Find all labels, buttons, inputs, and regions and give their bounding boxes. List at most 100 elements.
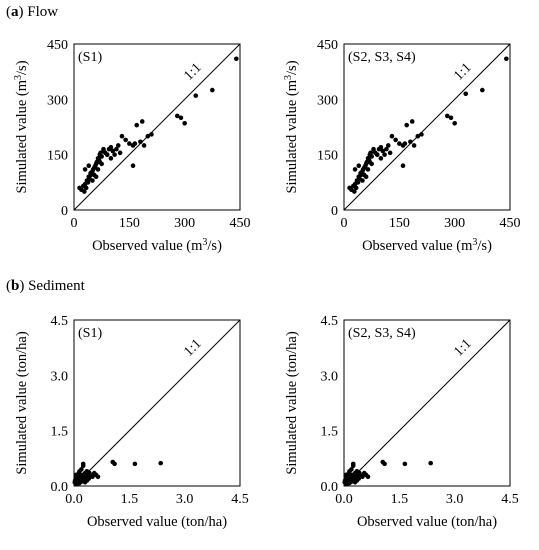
data-point xyxy=(409,119,415,124)
x-axis-title: Observed value (ton/ha) xyxy=(357,514,497,530)
x-tick-label: 150 xyxy=(389,216,410,231)
one-to-one-line xyxy=(73,319,241,487)
x-tick-label: 0 xyxy=(341,216,348,231)
scenario-label: (S1) xyxy=(78,326,102,341)
data-point xyxy=(360,178,365,183)
data-point xyxy=(428,460,433,466)
x-tick-label: 4.5 xyxy=(501,492,519,507)
x-axis-title: Observed value (m3/s) xyxy=(362,237,492,255)
x-tick-label: 0 xyxy=(71,216,78,231)
data-point xyxy=(350,461,356,467)
x-tick-label: 0.0 xyxy=(65,492,83,507)
data-point xyxy=(77,475,82,481)
data-point xyxy=(139,119,145,124)
flow-s1-scatter-chart: 1:1 (S1) 00 150 150 300 300 450 450 Observed valu… xyxy=(13,38,251,255)
x-tick-label: 300 xyxy=(174,216,195,231)
data-point xyxy=(415,133,421,139)
data-point xyxy=(82,167,88,172)
section-name: Flow xyxy=(27,4,59,20)
data-point xyxy=(99,154,104,159)
data-point xyxy=(400,163,406,169)
x-tick-label: 450 xyxy=(500,216,521,231)
scenario-label: (S1) xyxy=(78,50,102,65)
data-point xyxy=(356,163,362,169)
y-tick-label: 450 xyxy=(317,38,338,53)
y-tick-label: 150 xyxy=(47,149,68,164)
data-point xyxy=(349,479,354,484)
data-point xyxy=(174,113,180,119)
data-point xyxy=(83,185,89,191)
data-point xyxy=(361,172,367,178)
plot-frame xyxy=(73,319,241,487)
sediment-s1-scatter-chart: 1:1 (S1) 0.00.0 1.5 1.5 3.0 3.0 4.5 4.5 Observed … xyxy=(14,314,249,530)
data-point xyxy=(353,185,359,191)
one-to-one-label: 1:1 xyxy=(451,336,474,359)
data-point xyxy=(108,144,114,150)
y-tick-label: 4.5 xyxy=(51,314,69,329)
data-point xyxy=(108,156,114,161)
section-name: Sediment xyxy=(28,278,85,294)
data-point xyxy=(130,163,136,169)
y-tick-label: 3.0 xyxy=(51,369,69,384)
data-point xyxy=(378,156,384,161)
one-to-one-label: 1:1 xyxy=(181,336,204,359)
data-point xyxy=(90,178,95,183)
data-point xyxy=(74,481,80,487)
x-tick-label: 4.5 xyxy=(231,492,249,507)
data-point xyxy=(86,163,92,169)
x-tick-label: 450 xyxy=(230,216,251,231)
data-point xyxy=(210,87,215,93)
section-title-sediment: (b) Sediment xyxy=(6,278,85,294)
data-point xyxy=(480,87,485,93)
y-axis-title: Simulated value (m3/s) xyxy=(283,60,301,193)
data-point xyxy=(119,133,125,139)
section-title-flow: (a) Flow xyxy=(6,4,59,20)
data-point xyxy=(193,93,199,98)
data-point xyxy=(374,152,380,157)
data-point xyxy=(343,472,349,478)
scenario-label: (S2, S3, S4) xyxy=(348,326,416,341)
data-point xyxy=(382,461,387,467)
data-point xyxy=(79,467,84,472)
x-tick-label: 150 xyxy=(119,216,140,231)
data-point xyxy=(365,167,371,172)
data-point xyxy=(101,146,106,152)
y-tick-label: 0.0 xyxy=(321,480,339,495)
section-letter: a xyxy=(11,4,19,20)
y-axis-title: Simulated value (ton/ha) xyxy=(284,331,300,475)
data-point xyxy=(387,150,393,156)
data-point xyxy=(371,146,376,152)
data-point xyxy=(138,139,143,145)
data-point xyxy=(349,467,354,472)
data-point xyxy=(365,474,371,480)
data-point xyxy=(463,91,469,97)
plot-frame xyxy=(343,43,511,211)
data-point xyxy=(95,167,101,172)
data-point xyxy=(234,56,239,62)
one-to-one-label: 1:1 xyxy=(451,60,474,83)
data-point xyxy=(88,170,93,176)
y-tick-label: 300 xyxy=(317,93,338,108)
data-point xyxy=(79,479,84,484)
data-point xyxy=(104,152,110,157)
data-point xyxy=(115,143,121,148)
y-axis-title: Simulated value (ton/ha) xyxy=(14,331,30,475)
plot-frame xyxy=(73,43,241,211)
x-axis-title: Observed value (m3/s) xyxy=(92,237,222,255)
data-point xyxy=(141,143,147,148)
data-point xyxy=(80,461,86,467)
data-point xyxy=(182,121,187,126)
data-point xyxy=(360,474,365,480)
data-point xyxy=(452,121,457,126)
one-to-one-label: 1:1 xyxy=(181,60,204,83)
one-to-one-line xyxy=(343,43,511,211)
x-tick-label: 1.5 xyxy=(121,492,139,507)
one-to-one-line xyxy=(343,319,511,487)
data-point xyxy=(91,172,97,178)
x-tick-label: 300 xyxy=(444,216,465,231)
data-point xyxy=(402,461,408,467)
data-point xyxy=(378,144,384,150)
data-point xyxy=(354,468,360,474)
data-point xyxy=(132,141,138,146)
data-point xyxy=(382,152,387,157)
